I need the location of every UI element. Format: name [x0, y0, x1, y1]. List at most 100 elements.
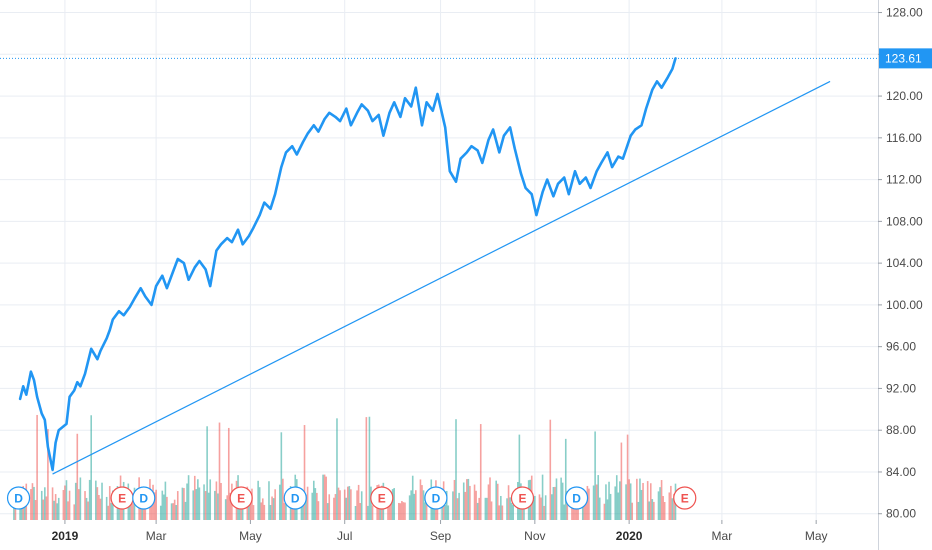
volume-bar	[306, 486, 309, 520]
volume-bar	[170, 503, 173, 520]
volume-bar	[561, 482, 564, 520]
volume-bar	[359, 502, 361, 520]
volume-bar	[441, 505, 443, 520]
volume-bar	[214, 490, 216, 520]
chart-grid	[0, 0, 878, 520]
y-tick-label: 112.00	[886, 173, 922, 187]
volume-bar	[574, 500, 576, 520]
y-tick-label: 116.00	[886, 131, 922, 145]
volume-bar	[413, 493, 416, 520]
earnings-marker[interactable]: E	[229, 486, 253, 510]
volume-bar	[360, 491, 363, 520]
volume-bar	[33, 486, 35, 520]
event-marker-label: E	[681, 492, 689, 506]
volume-bar	[606, 499, 609, 520]
volume-bar	[490, 501, 493, 520]
volume-bar	[636, 478, 638, 520]
dividend-marker[interactable]: D	[132, 486, 156, 510]
event-marker-circle	[229, 486, 253, 510]
y-tick-label: 92.00	[886, 381, 916, 395]
earnings-marker[interactable]: E	[510, 486, 535, 510]
volume-bar	[453, 479, 456, 520]
y-tick-label: 88.00	[886, 423, 916, 437]
volume-bar	[615, 475, 618, 520]
volume-bar	[506, 498, 508, 520]
volume-bar	[172, 503, 174, 520]
y-tick-label: 108.00	[886, 214, 923, 228]
price-series-line[interactable]	[18, 57, 677, 472]
dividend-marker[interactable]: D	[283, 486, 307, 510]
volume-bar	[390, 504, 392, 520]
volume-bar	[521, 505, 524, 520]
volume-bar	[98, 494, 100, 520]
volume-bar	[108, 486, 111, 520]
volume-bar	[195, 489, 198, 520]
volume-bar	[391, 489, 394, 520]
volume-bar	[268, 481, 270, 520]
dividend-marker[interactable]: D	[424, 486, 448, 510]
volume-bar	[240, 499, 242, 520]
volume-bar	[54, 494, 57, 520]
volume-bar	[356, 490, 358, 520]
volume-bar	[489, 477, 491, 520]
volume-bar	[597, 475, 600, 520]
volume-bar	[671, 498, 674, 520]
earnings-marker[interactable]: E	[110, 486, 134, 510]
x-tick-label: Sep	[430, 529, 452, 543]
volume-bar	[371, 505, 374, 520]
y-axis[interactable]: 80.00 84.00 88.00 92.00 96.00 100.00 104.00 108…	[878, 6, 923, 521]
volume-bar	[510, 502, 513, 520]
volume-bar	[181, 487, 184, 520]
x-axis[interactable]: 2019 Mar May Jul Sep Nov 2020 Mar May	[52, 520, 828, 543]
volume-bar	[646, 481, 649, 520]
volume-bar	[484, 497, 487, 520]
volume-bar	[467, 478, 470, 520]
earnings-marker[interactable]: E	[370, 486, 394, 510]
volume-bar	[455, 419, 457, 520]
volume-bar	[84, 491, 86, 520]
volume-bar	[663, 502, 666, 520]
volume-bar	[649, 483, 652, 520]
volume-bar	[620, 442, 623, 520]
volume-bar	[625, 484, 627, 520]
volume-bar	[197, 479, 199, 520]
dividend-marker[interactable]: D	[564, 486, 589, 510]
volume-bar	[619, 481, 621, 520]
volume-bar	[257, 480, 259, 520]
event-marker-circle	[6, 486, 31, 510]
volume-bar	[251, 488, 253, 520]
volume-bar	[150, 500, 153, 520]
volume-bar	[227, 427, 230, 520]
volume-bar	[99, 498, 102, 520]
volume-bar	[421, 485, 423, 520]
volume-bar	[226, 495, 229, 520]
volume-bar	[541, 474, 544, 520]
volume-bar	[142, 503, 145, 520]
x-tick-label: 2020	[616, 529, 643, 543]
earnings-marker[interactable]: E	[673, 486, 697, 510]
volume-bar	[555, 478, 558, 520]
volume-bar	[118, 501, 120, 520]
volume-bar	[560, 477, 562, 520]
trend-line[interactable]	[52, 80, 831, 475]
volume-bar	[85, 497, 88, 520]
volume-bar	[107, 505, 110, 520]
volume-bar	[305, 494, 307, 520]
volume-bar	[425, 491, 428, 520]
volume-bar	[444, 505, 446, 520]
volume-bar	[595, 484, 598, 520]
volume-bar	[285, 501, 287, 520]
volume-bar	[566, 491, 569, 520]
volume-bar	[229, 492, 232, 520]
volume-bar	[345, 497, 348, 520]
volume-bar	[198, 487, 201, 520]
dividend-marker[interactable]: D	[6, 486, 31, 510]
volume-bar	[585, 500, 587, 520]
volume-bar	[594, 431, 596, 520]
volume-bar	[95, 480, 97, 520]
volume-bar	[408, 495, 411, 520]
volume-bar	[105, 496, 108, 520]
